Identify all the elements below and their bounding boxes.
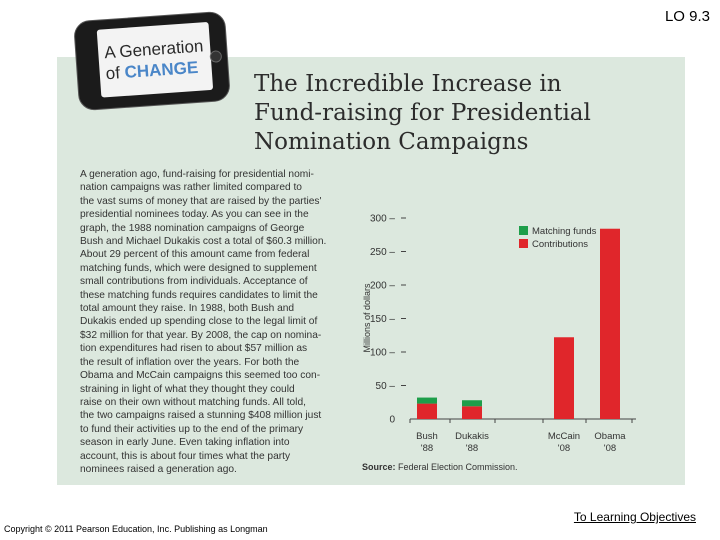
body-line: the result of inflation over the years. … — [80, 356, 300, 368]
bar-matching-funds — [462, 400, 482, 407]
body-line: the vast sums of money that are raised b… — [80, 195, 322, 207]
body-line: $32 million for that year. By 2008, the … — [80, 329, 322, 341]
body-line: season in early June. Even taking inflat… — [80, 437, 290, 449]
body-line: the two campaigns raised a stunning $408… — [80, 410, 322, 422]
y-tick-label: 100 – — [370, 348, 395, 359]
body-line: About 29 percent of this amount came fro… — [80, 249, 310, 261]
feature-title-line: Fund-raising for Presidential — [254, 100, 591, 126]
x-category-year: '08 — [558, 443, 570, 454]
chart-source: Source: Federal Election Commission. — [362, 462, 518, 472]
legend-swatch-matching-funds — [519, 226, 528, 235]
x-category-label: McCain — [548, 431, 580, 442]
bar-contributions — [417, 403, 437, 419]
legend-label-matching-funds: Matching funds — [532, 226, 597, 237]
body-line: Bush and Michael Dukakis cost a total of… — [80, 236, 327, 248]
copyright-notice: Copyright © 2011 Pearson Education, Inc.… — [4, 524, 268, 534]
feature-title-line: The Incredible Increase in — [254, 71, 562, 97]
body-line: raise on their own without matching fund… — [80, 396, 306, 408]
body-line: graph, the 1988 nomination campaigns of … — [80, 222, 305, 234]
y-tick-label: 300 – — [370, 214, 395, 225]
body-line: tion expenditures had risen to about $57… — [80, 343, 308, 355]
x-category-label: Bush — [416, 431, 438, 442]
x-category-label: Dukakis — [455, 431, 489, 442]
bar-contributions — [554, 337, 574, 419]
lo-label: LO 9.3 — [664, 8, 710, 25]
feature-panel — [57, 57, 685, 485]
legend-label-contributions: Contributions — [532, 239, 588, 250]
x-category-year: '88 — [466, 443, 478, 454]
feature-title-line: Nomination Campaigns — [254, 129, 529, 155]
x-category-year: '08 — [604, 443, 616, 454]
body-line: nominees raised a generation ago. — [80, 463, 237, 475]
y-tick-label: 250 – — [370, 247, 395, 258]
body-line: small contributions from individuals. Ac… — [80, 276, 308, 288]
body-line: straining in light of what they thought … — [80, 383, 295, 395]
source-text: Federal Election Commission. — [395, 462, 518, 472]
body-line: Obama and McCain campaigns this seemed t… — [80, 370, 321, 382]
y-tick-label: 200 – — [370, 281, 395, 292]
bar-contributions — [462, 406, 482, 419]
body-line: matching funds, which were designed to s… — [80, 262, 317, 274]
bar-matching-funds — [417, 397, 437, 404]
feature-title: The Incredible Increase in Fund-raising … — [254, 70, 634, 157]
body-line: nation campaigns was rather limited comp… — [80, 182, 302, 194]
bar-contributions — [600, 228, 620, 419]
body-line: to fund their activities up to the end o… — [80, 423, 304, 435]
body-line: presidential nominees today. As you can … — [80, 209, 309, 221]
x-category-year: '88 — [421, 443, 433, 454]
body-line: A generation ago, fund-raising for presi… — [80, 169, 314, 180]
source-label: Source: — [362, 462, 396, 472]
y-axis-title: Millions of dollars — [362, 283, 372, 353]
y-tick-label: 50 – — [376, 381, 396, 392]
y-tick-label: 150 – — [370, 314, 395, 325]
body-line: these matching funds requires candidates… — [80, 289, 318, 301]
body-line: Dukakis ended up spending close to the l… — [80, 316, 318, 328]
body-line: account, this is about four times what t… — [80, 450, 291, 462]
to-learning-objectives-link[interactable]: To Learning Objectives — [573, 510, 696, 524]
legend-swatch-contributions — [519, 239, 528, 248]
x-category-label: Obama — [594, 431, 626, 442]
y-tick-label: 0 — [389, 415, 395, 426]
feature-body-text: A generation ago, fund-raising for presi… — [80, 168, 350, 476]
body-line: total amount they raise. In 1988, both B… — [80, 303, 295, 315]
